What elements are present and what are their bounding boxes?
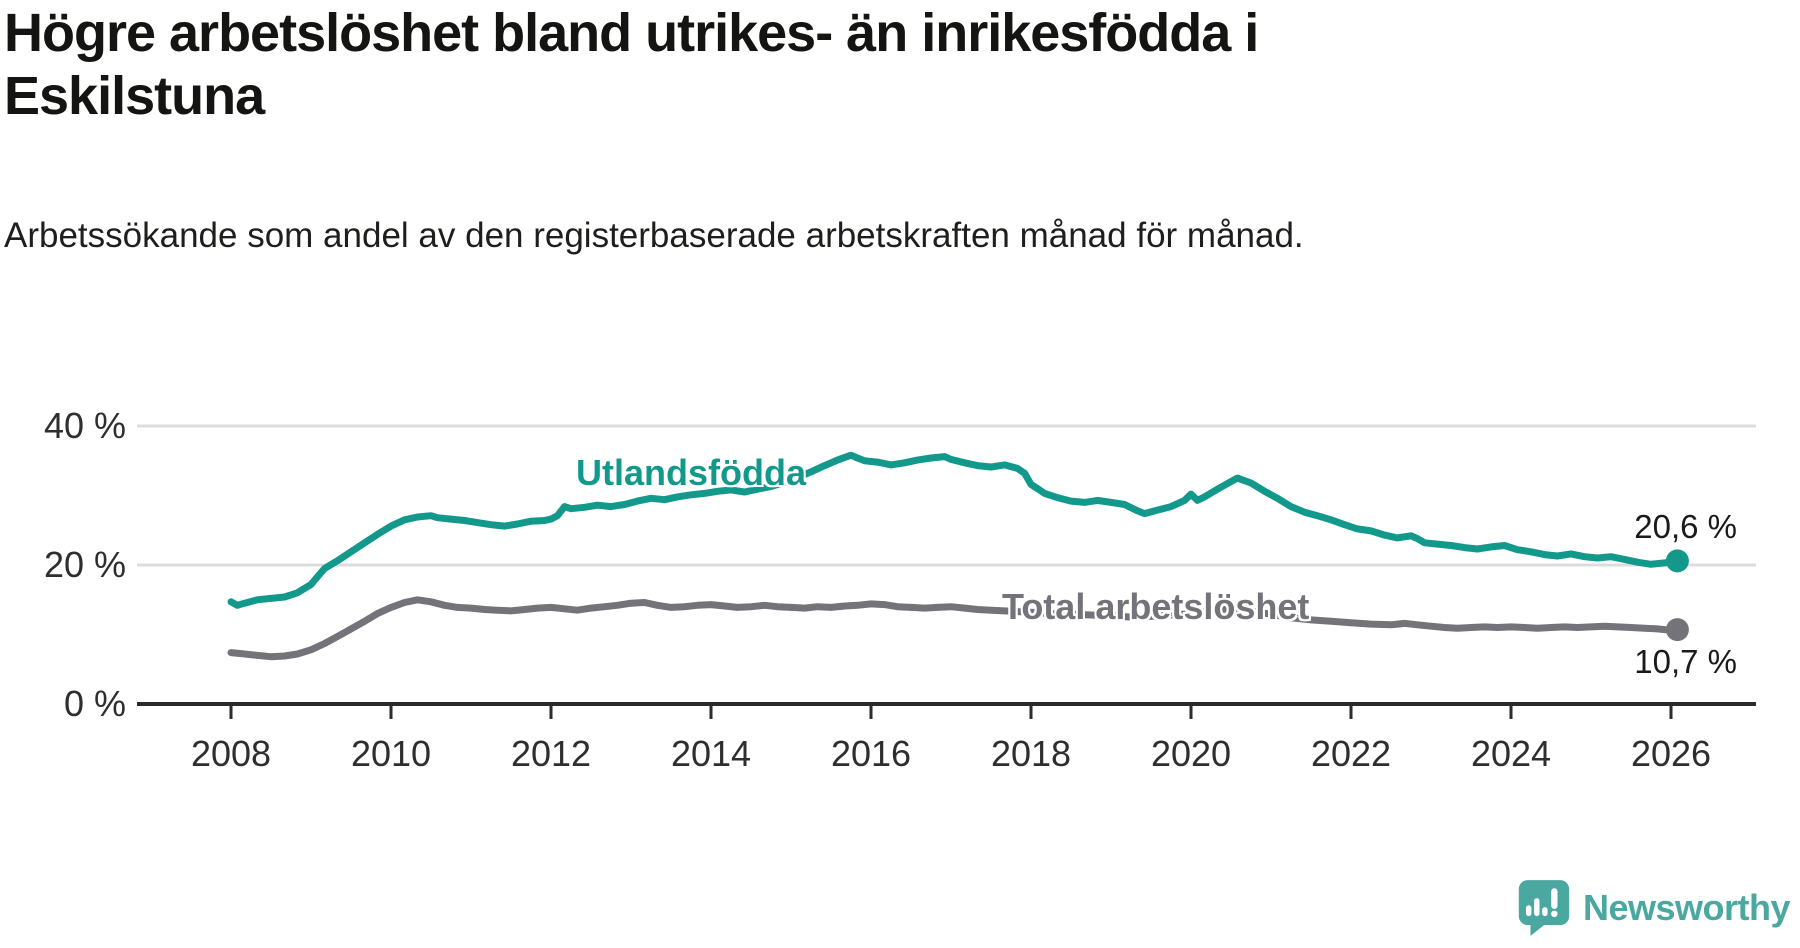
chart-subtitle: Arbetssökande som andel av den registerb… bbox=[4, 216, 1304, 255]
x-tick-label-2010: 2010 bbox=[351, 733, 431, 774]
x-tick-label-2020: 2020 bbox=[1151, 733, 1231, 774]
series-end-dot-total bbox=[1665, 618, 1689, 642]
series-label-utlandsfodda: Utlandsfödda bbox=[576, 452, 806, 493]
x-tick-label-2014: 2014 bbox=[671, 733, 751, 774]
x-tick-label-2016: 2016 bbox=[831, 733, 911, 774]
newsworthy-wordmark: Newsworthy bbox=[1582, 887, 1791, 928]
x-tick-label-2022: 2022 bbox=[1311, 733, 1391, 774]
end-value-label-utlandsfodda: 20,6 % bbox=[1634, 508, 1737, 545]
series-line-total bbox=[227, 596, 1681, 661]
page-title: Högre arbetslöshet bland utrikes- än inr… bbox=[4, 3, 1259, 126]
y-tick-label-20: 20 % bbox=[44, 544, 126, 585]
y-tick-label-0: 0 % bbox=[64, 683, 126, 724]
series-label-total-arbetsloshet: Total arbetslöshet bbox=[1002, 586, 1310, 627]
series-line-utlandsfodda bbox=[227, 451, 1681, 609]
x-tick-label-2008: 2008 bbox=[191, 733, 271, 774]
x-tick-label-2018: 2018 bbox=[991, 733, 1071, 774]
y-tick-label-40: 40 % bbox=[44, 405, 126, 446]
series-end-dot-utlandsfodda bbox=[1665, 549, 1689, 573]
x-tick-label-2024: 2024 bbox=[1471, 733, 1551, 774]
x-tick-label-2012: 2012 bbox=[511, 733, 591, 774]
x-tick-label-2026: 2026 bbox=[1631, 733, 1711, 774]
newsworthy-bubble-chart-icon bbox=[1518, 880, 1570, 936]
end-value-label-total: 10,7 % bbox=[1634, 643, 1737, 680]
newsworthy-logo: Newsworthy bbox=[1517, 876, 1791, 940]
